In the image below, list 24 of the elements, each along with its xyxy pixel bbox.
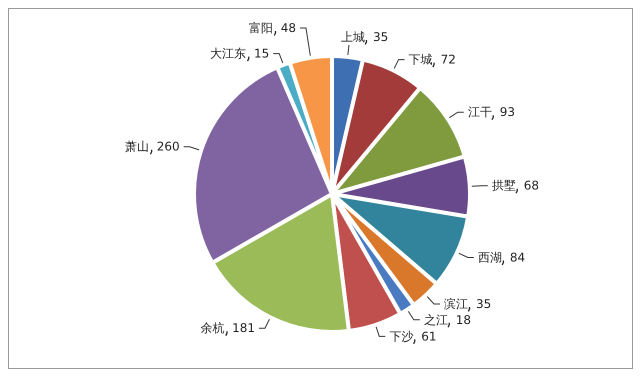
- slice-label: 之江: [424, 312, 448, 327]
- data-label: 181: [232, 321, 255, 336]
- data-label: 68: [524, 178, 540, 193]
- data-label: 93: [500, 105, 516, 120]
- slice-label: 西湖: [478, 250, 502, 265]
- data-label: 72: [440, 52, 456, 67]
- data-label: 61: [421, 329, 437, 344]
- data-label: 260: [156, 140, 180, 154]
- slice-label: 下城: [408, 52, 433, 67]
- data-label: 35: [476, 296, 492, 311]
- data-label: 18: [456, 312, 472, 327]
- slice-label: 萧山: [125, 140, 150, 154]
- slice-label: 下沙: [389, 329, 414, 344]
- slice-label: 大江东: [210, 46, 246, 61]
- slice-label: 余杭: [200, 321, 224, 336]
- slice-label: 上城: [340, 30, 365, 44]
- slice-label: 拱墅: [492, 178, 516, 193]
- slice-label: 江干: [468, 105, 492, 120]
- slice-label: 富阳: [248, 21, 273, 36]
- data-label: 15: [254, 46, 270, 61]
- data-label: 35: [372, 30, 388, 44]
- data-label: 84: [510, 250, 526, 265]
- data-label: 48: [280, 21, 296, 36]
- slice-label: 滨江: [444, 296, 468, 311]
